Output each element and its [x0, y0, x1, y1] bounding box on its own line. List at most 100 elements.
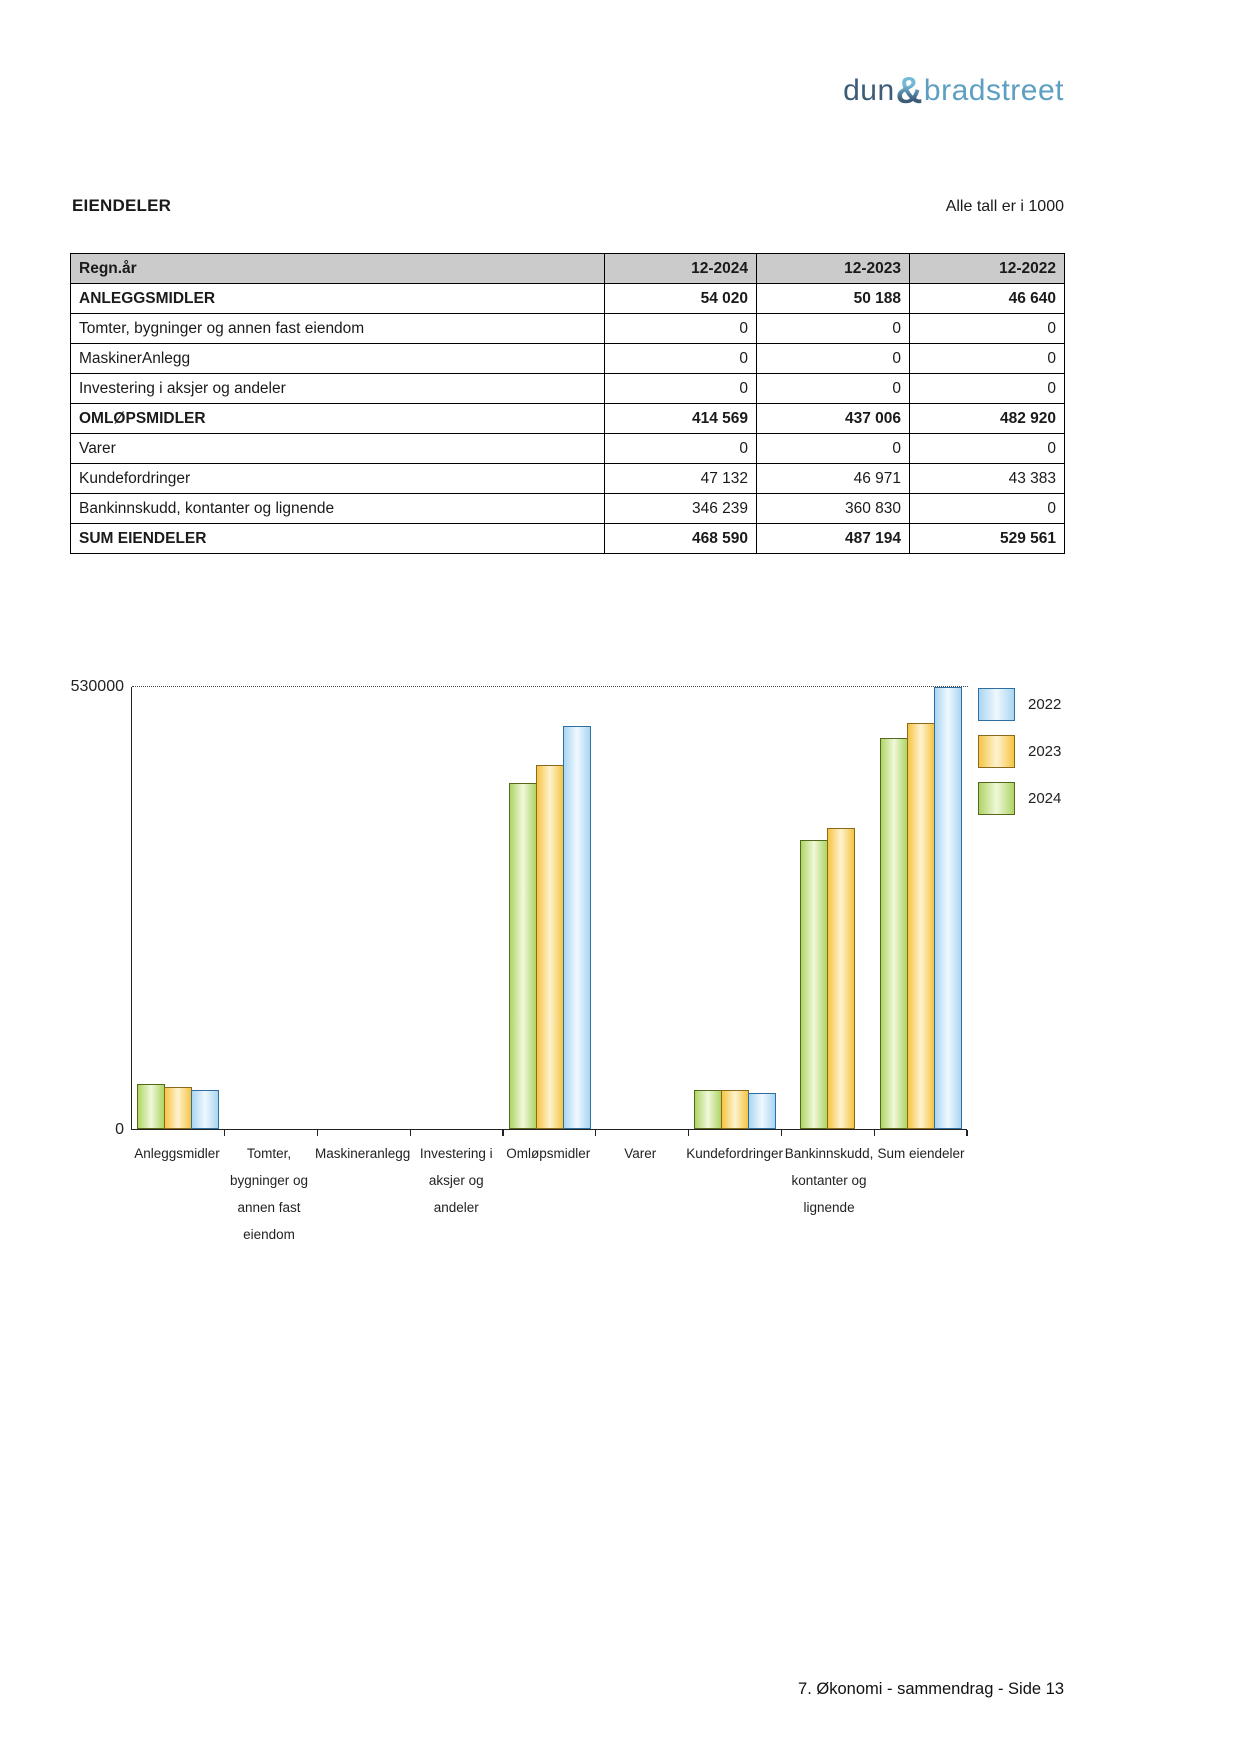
table-row: Kundefordringer 47 132 46 971 43 383 [70, 463, 1065, 494]
legend-label: 2023 [1028, 743, 1062, 760]
bar-group-bankinnskudd [781, 687, 875, 1136]
section-title: EIENDELER [72, 196, 172, 215]
bar-2022 [933, 687, 962, 1129]
row-value: 0 [909, 493, 1065, 524]
column-header-12-2023: 12-2023 [756, 253, 910, 284]
bar-2024 [694, 1090, 723, 1129]
row-label: Kundefordringer [70, 463, 605, 494]
row-value: 0 [604, 343, 757, 374]
row-value: 46 640 [909, 283, 1065, 314]
table-row: OMLØPSMIDLER 414 569 437 006 482 920 [70, 403, 1065, 434]
row-label: Tomter, bygninger og annen fast eiendom [70, 313, 605, 344]
chart-legend: 2022 2023 2024 [978, 688, 1061, 829]
table-row: SUM EIENDELER 468 590 487 194 529 561 [70, 523, 1065, 554]
row-value: 50 188 [756, 283, 910, 314]
category-label: Varer [624, 1146, 657, 1161]
y-axis-max-label: 530000 [70, 678, 124, 695]
category-label: Maskineranlegg [314, 1146, 411, 1161]
column-header-12-2024: 12-2024 [604, 253, 757, 284]
legend-swatch-2023 [978, 735, 1015, 768]
bar-group-investering [410, 687, 504, 1136]
row-value: 0 [909, 313, 1065, 344]
bar-2022 [191, 1090, 220, 1129]
row-value: 47 132 [604, 463, 757, 494]
row-label: OMLØPSMIDLER [70, 403, 605, 434]
row-value: 0 [604, 313, 757, 344]
bar-2023 [827, 828, 856, 1129]
bar-2023 [164, 1087, 193, 1129]
bar-2024 [508, 783, 537, 1129]
x-axis-tick [873, 1130, 875, 1136]
category-label: Anleggsmidler [134, 1146, 220, 1161]
bar-2023 [535, 765, 564, 1129]
bar-2024 [879, 738, 908, 1129]
x-axis-tick [316, 1130, 319, 1136]
row-value: 482 920 [909, 403, 1065, 434]
table-row: Tomter, bygninger og annen fast eiendom 0… [70, 313, 1065, 344]
bar-group-sum [874, 687, 968, 1136]
row-value: 0 [756, 433, 910, 464]
category-label: Investering i aksjer og andeler [419, 1146, 493, 1215]
table-row: ANLEGGSMIDLER 54 020 50 188 46 640 [70, 283, 1065, 314]
bar-group-kundefordringer [689, 687, 782, 1136]
y-axis-zero-label: 0 [115, 1121, 124, 1138]
row-value: 0 [756, 313, 910, 344]
row-value: 346 239 [604, 493, 757, 524]
legend-item-2022: 2022 [978, 688, 1061, 721]
row-label: ANLEGGSMIDLER [70, 283, 605, 314]
row-value: 0 [756, 373, 910, 404]
table-header-row: Regn.år 12-2024 12-2023 12-2022 [70, 253, 1065, 284]
x-axis-tick [688, 1130, 690, 1136]
row-value: 360 830 [756, 493, 910, 524]
bar-2023 [906, 723, 935, 1129]
row-value: 487 194 [756, 523, 910, 554]
category-label: Tomter, bygninger og annen fast eiendom [229, 1146, 308, 1242]
row-label: Varer [70, 433, 605, 464]
x-axis-tick [224, 1130, 226, 1136]
row-value: 0 [604, 433, 757, 464]
row-value: 43 383 [909, 463, 1065, 494]
bar-group-tomter [225, 687, 319, 1136]
bar-group-omløpsmidler [503, 687, 597, 1136]
logo-text-bradstreet: bradstreet [923, 73, 1064, 107]
units-note: Alle tall er i 1000 [945, 198, 1064, 215]
row-value: 414 569 [604, 403, 757, 434]
row-value: 0 [909, 433, 1065, 464]
row-value: 0 [756, 343, 910, 374]
row-value: 0 [909, 373, 1065, 404]
bar-2022 [748, 1093, 777, 1129]
legend-label: 2022 [1028, 696, 1062, 713]
row-value: 46 971 [756, 463, 910, 494]
x-axis-tick [502, 1130, 504, 1136]
category-label: Kundefordringer [686, 1146, 784, 1161]
row-value: 54 020 [604, 283, 757, 314]
x-axis-tick [780, 1130, 782, 1136]
bar-group-maskineranlegg [318, 687, 411, 1136]
page-footer: 7. Økonomi - sammendrag - Side 13 [798, 1680, 1064, 1698]
assets-table: Regn.år 12-2024 12-2023 12-2022 ANLEGGSM… [70, 253, 1065, 554]
row-value: 468 590 [604, 523, 757, 554]
dun-bradstreet-logo: dun & bradstreet [833, 72, 1064, 109]
bar-2023 [721, 1090, 750, 1129]
legend-item-2023: 2023 [978, 735, 1061, 768]
row-label: Investering i aksjer og andeler [70, 373, 605, 404]
section-title-row: EIENDELER Alle tall er i 1000 [72, 196, 1064, 216]
row-value: 0 [604, 373, 757, 404]
logo-text-dun: dun [843, 73, 895, 107]
row-label: MaskinerAnlegg [70, 343, 605, 374]
bar-group-varer [596, 687, 690, 1136]
legend-item-2024: 2024 [978, 782, 1061, 815]
gridline-530000 [132, 686, 968, 687]
row-value: 0 [909, 343, 1065, 374]
category-label: Omløpsmidler [506, 1146, 591, 1161]
column-header-regnar: Regn.år [70, 253, 605, 284]
bar-2024 [137, 1084, 166, 1129]
bar-group-anleggsmidler [132, 687, 226, 1136]
chart-plot-area [131, 686, 968, 1136]
table-row: Investering i aksjer og andeler 0 0 0 [70, 373, 1065, 404]
row-value: 529 561 [909, 523, 1065, 554]
category-label: Sum eiendeler [877, 1146, 965, 1161]
table-row: Bankinnskudd, kontanter og lignende 346 2… [70, 493, 1065, 524]
legend-label: 2024 [1028, 790, 1062, 807]
